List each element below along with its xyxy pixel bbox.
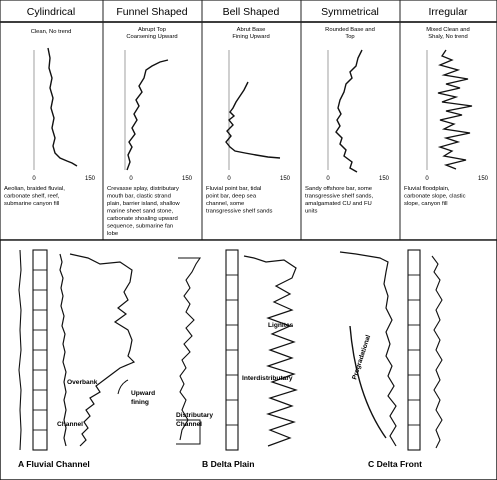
description-line: marine sheet sand stone,	[107, 209, 174, 215]
example-delta-plain: Lignites Interdistributary Distributary …	[176, 249, 298, 469]
panel-title: Funnel Shaped	[116, 6, 187, 18]
sp-offset	[176, 419, 201, 445]
label-upward: Upward	[131, 390, 155, 397]
tick-max: 150	[379, 176, 390, 182]
panel-cylindrical: Cylindrical Clean, No trend 0 150 Aeolia…	[4, 6, 96, 207]
panel-funnel-shaped: Funnel Shaped Abrupt Top Coarsening Upwa…	[107, 6, 193, 237]
description-line: Sandy offshore bar, some	[305, 186, 373, 192]
caption-delta-plain: B Delta Plain	[202, 459, 255, 469]
gamma-curve	[431, 255, 443, 449]
label-distributary-channel: Channel	[176, 421, 202, 428]
gamma-curve	[59, 253, 67, 447]
description-line: carbonate slope, clastic	[404, 194, 466, 200]
tick-max: 150	[478, 176, 489, 182]
caption-delta-front: C Delta Front	[368, 459, 422, 469]
resistivity-curve	[243, 255, 298, 447]
panel-title: Symmetrical	[321, 6, 379, 18]
tick-min: 0	[227, 176, 231, 182]
panel-title: Cylindrical	[27, 6, 75, 18]
tick-min: 0	[326, 176, 330, 182]
description-line: channel, some	[206, 201, 245, 207]
panel-subtitle: Shaly, No trend	[428, 34, 468, 40]
tick-max: 150	[182, 176, 193, 182]
description-line: sequence, submarine fan	[107, 224, 173, 230]
description-line: Aeolian, braided fluvial,	[4, 186, 65, 192]
depositional-examples-panel: Overbank Upward fining Channel A Fluvial…	[0, 239, 497, 480]
tick-max: 150	[280, 176, 291, 182]
panel-subtitle: Clean, No trend	[31, 29, 72, 35]
description-line: slope, canyon fill	[404, 201, 448, 207]
description-line: point bar, deep sea	[206, 194, 257, 200]
log-shapes-panel: Cylindrical Clean, No trend 0 150 Aeolia…	[0, 0, 497, 241]
gamma-curve	[47, 47, 78, 167]
description-line: Crevasse splay, distributary	[107, 186, 179, 192]
panel-subtitle: Abrut Base	[237, 27, 266, 33]
description-line: lobe	[107, 231, 119, 237]
panel-subtitle: Abrupt Top	[138, 27, 166, 33]
description-line: submarine canyon fill	[4, 201, 59, 207]
fining-arrow	[117, 379, 129, 395]
tick-min: 0	[32, 176, 36, 182]
panel-subtitle: Mixed Clean and	[426, 27, 470, 33]
tick-min: 0	[425, 176, 429, 182]
gamma-curve	[437, 49, 473, 170]
panel-subtitle: Fining Upward	[232, 34, 269, 40]
description-line: Fluvial floodplain,	[404, 186, 450, 192]
panel-bell-shaped: Bell Shaped Abrut Base Fining Upward 0 1…	[206, 6, 291, 215]
panel-subtitle: Coarsening Upward	[126, 34, 177, 40]
description-line: transgressive shelf sands	[206, 209, 273, 215]
tick-max: 150	[85, 176, 96, 182]
sp-curve	[178, 257, 202, 441]
description-line: carbonate shoaling upward	[107, 216, 178, 222]
description-line: transgressive shelf sands,	[305, 194, 373, 200]
gamma-curve	[126, 59, 169, 171]
description-line: units	[305, 209, 317, 215]
tick-min: 0	[129, 176, 133, 182]
label-interdistributary: Interdistributary	[242, 375, 293, 382]
resistivity-curve	[69, 253, 136, 447]
example-fluvial-channel: Overbank Upward fining Channel A Fluvial…	[18, 249, 155, 469]
panel-irregular: Irregular Mixed Clean and Shaly, No tren…	[404, 6, 489, 207]
panel-subtitle: Top	[345, 34, 354, 40]
caption-fluvial-channel: A Fluvial Channel	[18, 459, 90, 469]
panel-title: Bell Shaped	[223, 6, 280, 18]
label-fining: fining	[131, 399, 149, 406]
description-line: amalgamated CU and FU	[305, 201, 372, 207]
description-line: carbonate shelf, reef,	[4, 194, 60, 200]
description-line: mouth bar, clastic strand	[107, 194, 171, 200]
label-overbank: Overbank	[67, 379, 98, 386]
panel-symmetrical: Symmetrical Rounded Base and Top 0 150 S…	[305, 6, 390, 215]
panel-title: Irregular	[428, 6, 468, 18]
panel-subtitle: Rounded Base and	[325, 27, 375, 33]
label-lignites: Lignites	[268, 322, 294, 329]
description-line: plain, barrier island, shallow	[107, 201, 180, 207]
label-channel: Channel	[57, 421, 83, 428]
gamma-curve	[335, 49, 363, 173]
progradational-trend-line	[349, 325, 387, 439]
sp-curve	[339, 251, 397, 447]
label-distributary: Distributary	[176, 412, 213, 419]
gamma-curve	[225, 81, 281, 159]
description-line: Fluvial point bar, tidal	[206, 186, 261, 192]
sp-curve	[18, 249, 22, 451]
